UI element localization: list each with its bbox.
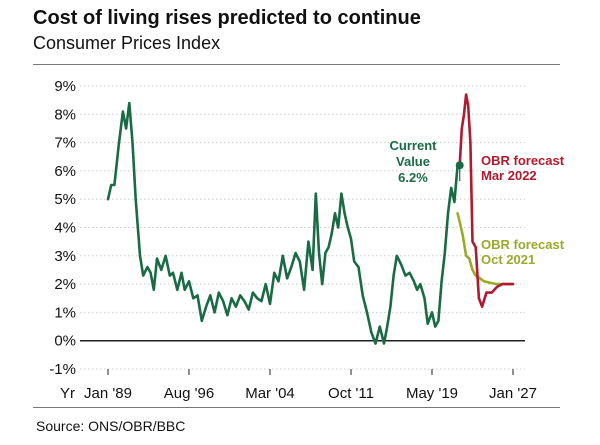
obr-forecast-oct-2021-line <box>456 212 515 286</box>
y-tick-label: -1% <box>49 361 76 378</box>
obr-mar-2022-label: OBR forecast Mar 2022 <box>481 153 565 183</box>
chart-subtitle: Consumer Prices Index <box>33 33 221 53</box>
annotation-line: Oct 2021 <box>481 252 535 267</box>
series-lines <box>106 93 515 345</box>
annotation-line: 6.2% <box>398 170 428 185</box>
current-value-label: Current Value 6.2% <box>390 138 438 185</box>
obr-oct-2021-label: OBR forecast Oct 2021 <box>481 237 565 267</box>
y-tick-label: 7% <box>54 135 76 152</box>
y-axis-ticks: -1% 0% 1% 2% 3% 4% 5% 6% 7% 8% 9% <box>49 78 76 378</box>
header-divider <box>33 64 560 65</box>
y-tick-label: 2% <box>54 276 76 293</box>
annotation-line: OBR forecast <box>481 237 565 252</box>
y-tick-label: 9% <box>54 78 76 95</box>
footer-divider <box>33 407 560 408</box>
x-axis-label: Yr <box>60 385 75 402</box>
gridlines <box>80 85 525 370</box>
source-note: Source: ONS/OBR/BBC <box>36 418 186 434</box>
x-tick-label: Mar '04 <box>245 385 295 402</box>
x-tick-label: Jan '27 <box>489 385 537 402</box>
obr-forecast-mar-2022-line <box>458 93 515 309</box>
x-tick-label: Jan '89 <box>84 385 132 402</box>
annotation-line: OBR forecast <box>481 153 565 168</box>
y-tick-label: 0% <box>54 333 76 350</box>
annotation-line: Mar 2022 <box>481 168 537 183</box>
y-tick-label: 8% <box>54 106 76 123</box>
x-tick-label: Aug '96 <box>164 385 214 402</box>
y-tick-label: 4% <box>54 220 76 237</box>
y-tick-label: 3% <box>54 248 76 265</box>
y-tick-label: 1% <box>54 304 76 321</box>
y-tick-label: 5% <box>54 191 76 208</box>
annotation-line: Current <box>390 138 438 153</box>
x-tick-label: May '19 <box>406 385 458 402</box>
annotations: Current Value 6.2%OBR forecast Mar 2022OBR … <box>390 138 565 267</box>
annotation-line: Value <box>396 154 430 169</box>
current-value-marker <box>455 161 464 170</box>
x-tick-label: Oct '11 <box>328 385 374 402</box>
x-axis-ticks: Yr Jan '89 Aug '96 Mar '04 Oct '11 May '19 Jan… <box>60 369 537 402</box>
cpi-actual-line <box>106 101 462 345</box>
y-tick-label: 6% <box>54 163 76 180</box>
chart-title: Cost of living rises predicted to contin… <box>33 7 421 29</box>
